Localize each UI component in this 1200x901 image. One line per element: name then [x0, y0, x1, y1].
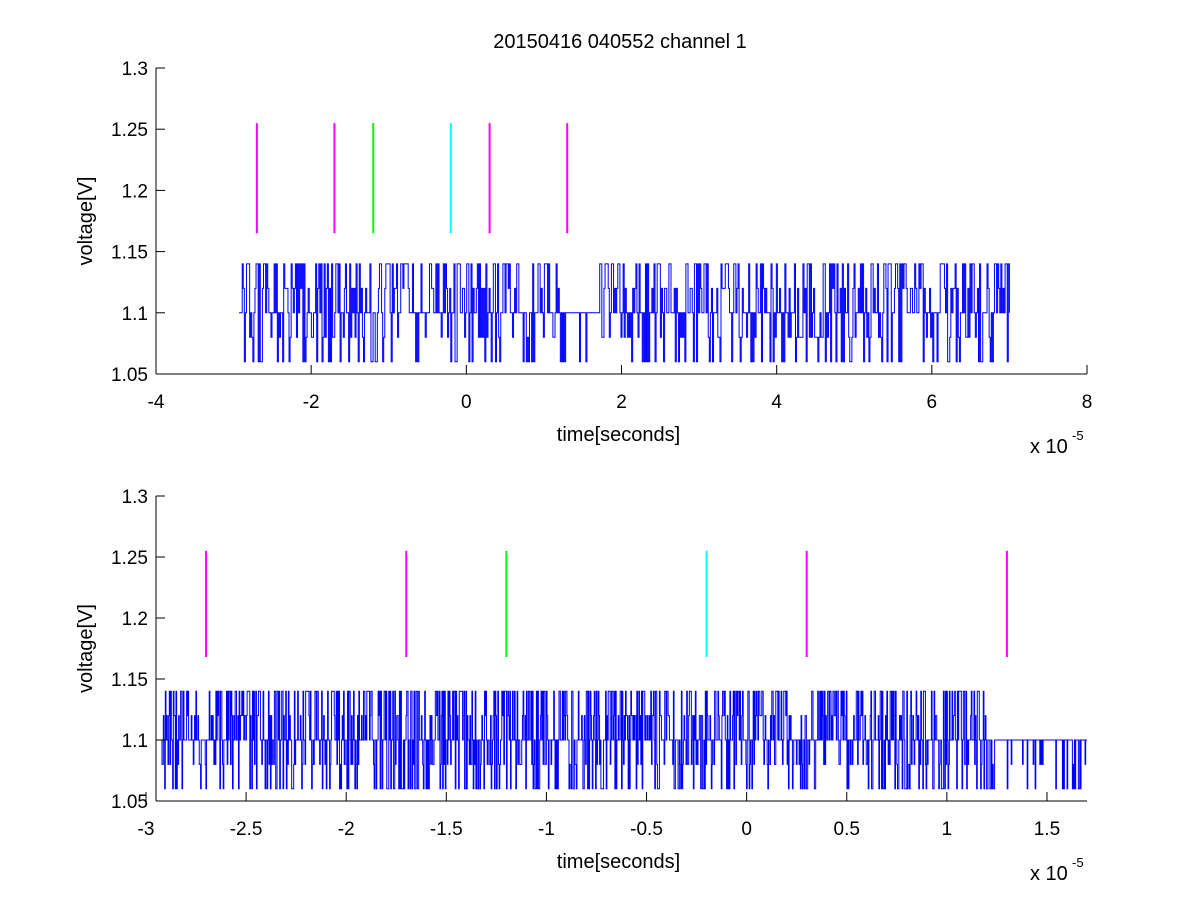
- y-tick-label: 1.15: [111, 243, 148, 264]
- y-tick-label: 1.15: [111, 670, 148, 691]
- y-tick-label: 1.3: [122, 59, 148, 80]
- x-tick-label: -1: [538, 819, 555, 840]
- x-tick-label: -2: [338, 819, 355, 840]
- x-tick-label: 1: [942, 819, 953, 840]
- x-tick-label: 1.5: [1034, 819, 1060, 840]
- x-tick-label: -0.5: [630, 819, 663, 840]
- x-tick-label: 0.5: [834, 819, 860, 840]
- y-tick-label: 1.1: [122, 304, 148, 325]
- x-tick-label: 4: [771, 392, 782, 413]
- y-tick-label: 1.25: [111, 120, 148, 141]
- y-tick-label: 1.3: [122, 487, 148, 508]
- y-tick-label: 1.2: [122, 609, 148, 630]
- y-axis-label: voltage[V]: [75, 604, 97, 693]
- figure-title: 20150416 040552 channel 1: [493, 31, 747, 53]
- y-tick-label: 1.05: [111, 365, 148, 386]
- signal-trace: [160, 690, 1087, 790]
- x-axis-multiplier: x 10 -5: [1030, 428, 1084, 458]
- y-axis-label: voltage[V]: [75, 177, 97, 266]
- x-axis-label: time[seconds]: [557, 424, 680, 446]
- y-tick-label: 1.2: [122, 181, 148, 202]
- x-tick-label: 0: [741, 819, 752, 840]
- x-tick-label: 6: [927, 392, 938, 413]
- x-tick-label: 8: [1082, 392, 1093, 413]
- signal-trace: [239, 263, 1010, 363]
- x-tick-label: -1.5: [430, 819, 463, 840]
- y-tick-label: 1.05: [111, 792, 148, 813]
- x-tick-label: -4: [148, 392, 165, 413]
- x-axis-label: time[seconds]: [557, 851, 680, 873]
- x-tick-label: -2: [303, 392, 320, 413]
- y-tick-label: 1.1: [122, 731, 148, 752]
- multiplier-base: x 10: [1030, 436, 1068, 458]
- x-axis-multiplier: x 10 -5: [1030, 855, 1084, 885]
- x-tick-label: -3: [138, 819, 155, 840]
- multiplier-base: x 10: [1030, 863, 1068, 885]
- top-plot: -4 -2 0 2 4 6 8 1.05 1.1 1.15 1.2 1.25 1.3 time[secon…: [75, 59, 1092, 458]
- multiplier-exponent: -5: [1072, 428, 1084, 443]
- x-tick-label: 0: [461, 392, 472, 413]
- multiplier-exponent: -5: [1072, 855, 1084, 870]
- x-tick-label: 2: [616, 392, 627, 413]
- bottom-plot: -3 -2.5 -2 -1.5 -1 -0.5 0 0.5 1 1.5 1.05 1.1 1.15 1.2…: [75, 487, 1087, 885]
- x-tick-label: -2.5: [230, 819, 263, 840]
- y-tick-label: 1.25: [111, 548, 148, 569]
